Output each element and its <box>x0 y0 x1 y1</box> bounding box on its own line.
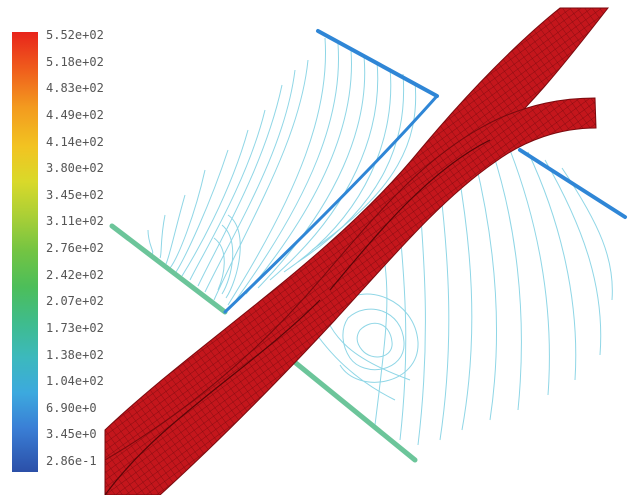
legend-tick-label: 3.45e+0 <box>46 427 97 442</box>
legend-tick-label: 5.18e+02 <box>46 54 104 69</box>
legend-tick-label: 1.73e+02 <box>46 320 104 335</box>
blade-edge-upper <box>223 94 439 314</box>
legend-tick-label: 6.90e+0 <box>46 400 97 415</box>
colorbar <box>12 32 38 472</box>
legend-tick-label: 2.42e+02 <box>46 267 104 282</box>
inlet-boundary-top <box>316 29 439 98</box>
blade-surface <box>104 7 610 495</box>
legend-tick-label: 4.83e+02 <box>46 81 104 96</box>
legend-tick-label: 1.38e+02 <box>46 347 104 362</box>
contour-lines-upper <box>147 37 417 306</box>
blade-band-lower <box>104 97 597 495</box>
legend-tick-label: 4.49e+02 <box>46 107 104 122</box>
contour-lines-lower <box>309 149 613 446</box>
legend-tick-label: 3.11e+02 <box>46 214 104 229</box>
legend-tick-label: 2.07e+02 <box>46 294 104 309</box>
legend-tick-label: 3.80e+02 <box>46 161 104 176</box>
legend-tick-label: 5.52e+02 <box>46 28 104 42</box>
legend-tick-label: 1.04e+02 <box>46 374 104 389</box>
legend-tick-label: 2.86e-1 <box>46 454 97 468</box>
legend-tick-label: 3.45e+02 <box>46 187 104 202</box>
legend-tick-label: 4.14e+02 <box>46 134 104 149</box>
color-legend: 5.52e+02 5.18e+02 4.83e+02 4.49e+02 4.14e+02… <box>12 28 104 472</box>
periodic-boundary-left <box>109 223 228 315</box>
outlet-boundary-right <box>518 148 627 219</box>
legend-tick-label: 2.76e+02 <box>46 241 104 255</box>
